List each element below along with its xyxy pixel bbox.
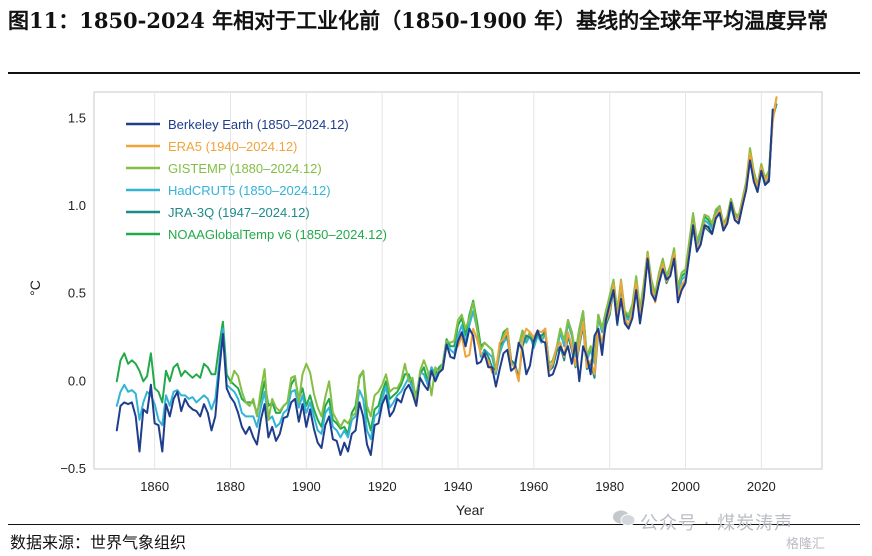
x-tick-label: 2020 <box>747 479 776 494</box>
legend-label: ERA5 (1940–2024.12) <box>168 139 297 154</box>
x-tick-label: 1920 <box>368 479 397 494</box>
footer-rule <box>8 524 860 525</box>
watermark-logo: 格隆汇 <box>786 537 826 552</box>
legend-label: GISTEMP (1880–2024.12) <box>168 161 322 176</box>
wechat-icon <box>613 510 636 526</box>
legend-label: Berkeley Earth (1850–2024.12) <box>168 117 349 132</box>
legend-label: HadCRUT5 (1850–2024.12) <box>168 183 331 198</box>
x-axis-label: Year <box>456 502 485 518</box>
vertical-gridlines <box>154 92 762 469</box>
y-tick-label: −0.5 <box>60 461 86 476</box>
x-tick-label: 1980 <box>595 479 624 494</box>
x-tick-label: 2000 <box>671 479 700 494</box>
series-lines <box>115 96 778 456</box>
legend: Berkeley Earth (1850–2024.12) ERA5 (1940–… <box>126 117 387 242</box>
legend-label: NOAAGlobalTemp v6 (1850–2024.12) <box>168 227 387 242</box>
x-tick-label: 1940 <box>444 479 473 494</box>
x-tick-label: 1880 <box>216 479 245 494</box>
series-line-2 <box>229 96 778 428</box>
y-axis-label: °C <box>27 280 43 296</box>
watermark-text: 公众号 · 煤炭涛声 <box>640 513 794 534</box>
source-note: 数据来源：世界气象组织 <box>10 533 187 552</box>
y-axis-ticks: −0.5 0.0 0.5 1.0 1.5 <box>60 110 86 476</box>
x-tick-label: 1960 <box>519 479 548 494</box>
x-tick-label: 1900 <box>292 479 321 494</box>
y-tick-label: 1.0 <box>68 198 86 213</box>
legend-label: JRA-3Q (1947–2024.12) <box>168 205 310 220</box>
y-tick-label: 0.5 <box>68 286 86 301</box>
y-tick-label: 1.5 <box>68 110 86 125</box>
x-axis-ticks: 1860 1880 1900 1920 1940 1960 1980 2000 2020 <box>140 479 776 494</box>
title-rule <box>8 72 860 74</box>
y-tick-label: 0.0 <box>68 373 86 388</box>
x-tick-label: 1860 <box>140 479 169 494</box>
figure-title: 图11：1850-2024 年相对于工业化前（1850-1900 年）基线的全球… <box>8 8 829 33</box>
series-line-0 <box>115 108 774 456</box>
